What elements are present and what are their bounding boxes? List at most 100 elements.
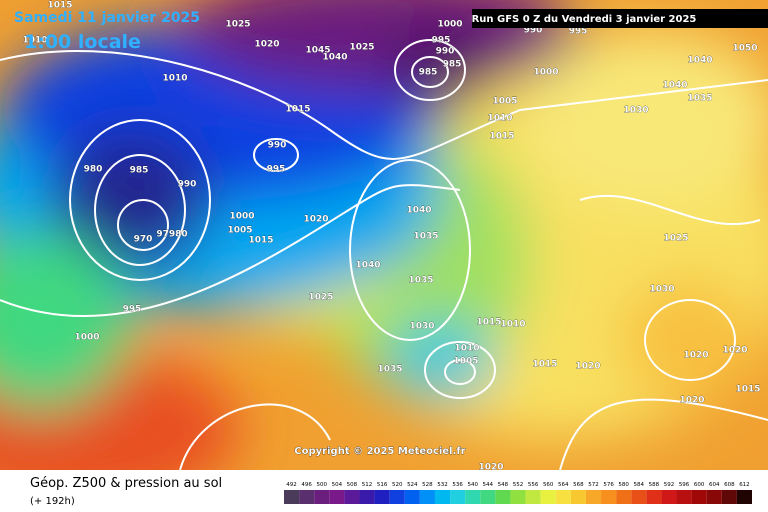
isobar-label: 1040: [406, 206, 431, 216]
isobar-label: 1035: [408, 276, 433, 286]
isobar-label: 1010: [162, 74, 187, 84]
scale-label: 612: [739, 482, 750, 488]
scale-label: 592: [664, 482, 675, 488]
scale-swatch: [555, 490, 571, 504]
scale-label: 560: [543, 482, 554, 488]
scale-swatch: [736, 490, 752, 504]
scale-label: 528: [422, 482, 433, 488]
scale-label: 584: [634, 482, 645, 488]
isobar-label: 1010: [487, 114, 512, 124]
isobar-label: 97980: [156, 230, 187, 240]
isobar-label: 1015: [285, 105, 310, 115]
isobar-label: 990: [436, 47, 455, 57]
scale-swatch: [344, 490, 360, 504]
run-box: [472, 9, 768, 28]
isobar-label: 1035: [377, 365, 402, 375]
isobar-label: 1015: [489, 132, 514, 142]
isobar-labels: 1010101510251020104510401025100099599098…: [22, 0, 760, 473]
scale-swatch: [434, 490, 451, 504]
scale-label: 544: [483, 482, 494, 488]
isobar-label: 1030: [623, 106, 648, 116]
isobar-label: 1025: [349, 43, 374, 53]
isobar-label: 1020: [683, 351, 708, 361]
isobar-label: 1020: [478, 463, 503, 473]
scale-swatch: [691, 490, 707, 504]
scale-swatch: [299, 490, 315, 504]
scale-swatch: [721, 490, 737, 504]
scale-label: 540: [467, 482, 478, 488]
isobar-label: 980: [84, 165, 103, 175]
scale-swatch: [359, 490, 375, 504]
isobar-label: 1005: [492, 97, 517, 107]
scale-swatch: [585, 490, 602, 504]
scale-swatch: [450, 490, 466, 504]
color-scale: 492 496 500 504 508 512 516 520 524 528 532 536 540 5…: [284, 482, 752, 504]
isobar-label: 1030: [649, 285, 674, 295]
isobar-label: 995: [432, 36, 451, 46]
scale-label: 512: [362, 482, 373, 488]
isobar-label: 1020: [722, 346, 747, 356]
scale-swatch: [706, 490, 722, 504]
isobar-label: 1025: [225, 20, 250, 30]
scale-label: 524: [407, 482, 418, 488]
isobar-label: 1045: [305, 46, 330, 56]
isobar-label: 1010: [500, 320, 525, 330]
scale-label: 552: [513, 482, 524, 488]
isobar-label: 1000: [533, 68, 558, 78]
scale-swatch: [525, 490, 541, 504]
isobar-label: 990: [524, 26, 543, 36]
isobar-label: 1040: [355, 261, 380, 271]
isobar-label: 1005: [227, 226, 252, 236]
isobar-label: 1015: [248, 236, 273, 246]
scale-label: 600: [694, 482, 705, 488]
scale-label: 508: [347, 482, 358, 488]
scale-swatch: [616, 490, 632, 504]
isobar-label: 1020: [679, 396, 704, 406]
scale-swatch: [631, 490, 647, 504]
scale-swatch: [570, 490, 586, 504]
scale-label: 564: [558, 482, 569, 488]
isobar-label: 1015: [476, 318, 501, 328]
isobar-label: 985: [419, 68, 438, 78]
isobar-label: 1040: [687, 56, 712, 66]
scale-label: 608: [724, 482, 735, 488]
scale-label: 492: [286, 482, 297, 488]
scale-swatch: [374, 490, 390, 504]
scale-label: 596: [679, 482, 690, 488]
isobar-label: 1010: [22, 36, 47, 46]
scale-label: 580: [618, 482, 629, 488]
scale-swatch: [314, 490, 330, 504]
isobar-label: 995: [123, 305, 142, 315]
isobar-label: 1040: [322, 53, 347, 63]
scale-label: 536: [452, 482, 463, 488]
isobar-label: 1020: [575, 362, 600, 372]
scale-label: 504: [332, 482, 343, 488]
isobar-label: 995: [267, 165, 286, 175]
footer-lead: (+ 192h): [30, 496, 75, 507]
scale-label: 568: [573, 482, 584, 488]
scale-swatch: [419, 490, 435, 504]
scale-swatch: [495, 490, 511, 504]
isobar-label: 1000: [74, 333, 99, 343]
isobar-label: 985: [130, 166, 149, 176]
isobar-label: 995: [569, 27, 588, 37]
scale-label: 556: [528, 482, 539, 488]
scale-swatch: [465, 490, 481, 504]
scale-swatch: [601, 490, 617, 504]
isobar-label: 990: [178, 180, 197, 190]
isobar-label: 1000: [229, 212, 254, 222]
isobar-label: 1025: [308, 293, 333, 303]
scale-swatch: [646, 490, 662, 504]
isobar-label: 1015: [735, 385, 760, 395]
isobar-label: 1015: [47, 1, 72, 11]
isobar-label: 1040: [662, 81, 687, 91]
scale-label: 548: [498, 482, 509, 488]
scale-label: 588: [649, 482, 660, 488]
isobars: [0, 39, 768, 471]
scale-label: 516: [377, 482, 388, 488]
date: Samedi 11 janvier 2025: [14, 10, 200, 26]
isobar-label: 990: [268, 141, 287, 151]
isobar-label: 1020: [254, 40, 279, 50]
